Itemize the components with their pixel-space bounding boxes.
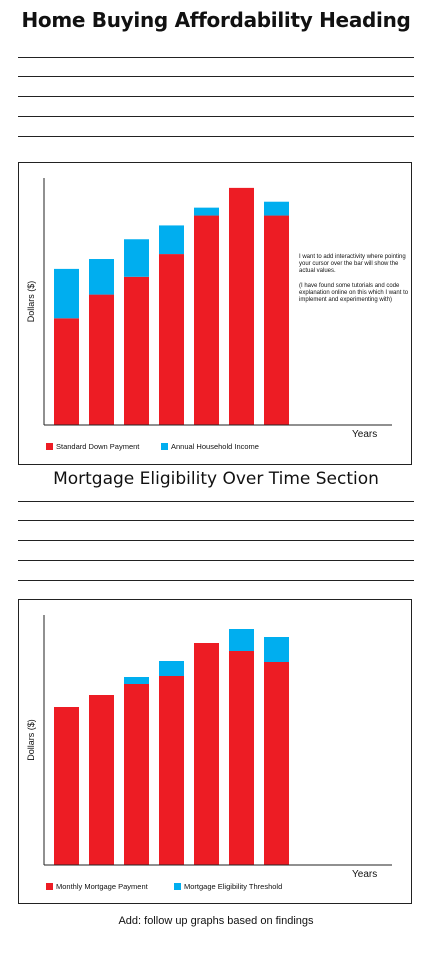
- bar-primary: Monthly Mortgage Payment: 158: [54, 707, 79, 865]
- bar-secondary: Annual Household Income: 29: [159, 225, 184, 255]
- bar-secondary: Annual Household Income: 8: [194, 207, 219, 216]
- bar-primary: Monthly Mortgage Payment: 222: [194, 643, 219, 865]
- note-paragraph: (I have found some tutorials and code ex…: [299, 282, 409, 304]
- text-line: [18, 136, 414, 137]
- bar-primary: Standard Down Payment: 173: [159, 254, 184, 425]
- bar-primary: Monthly Mortgage Payment: 181: [124, 684, 149, 865]
- note-paragraph: I want to add interactivity where pointi…: [299, 254, 406, 275]
- text-line: [18, 520, 414, 521]
- bar-secondary: Mortgage Eligibility Threshold: 22: [229, 629, 254, 651]
- bar-secondary: Mortgage Eligibility Threshold: 7: [124, 677, 149, 684]
- affordability-chart: Standard Down Payment: 108Annual Househo…: [26, 178, 392, 451]
- bar-primary: Monthly Mortgage Payment: 170: [89, 695, 114, 865]
- legend-label: Mortgage Eligibility Threshold: [184, 882, 282, 891]
- text-line: [18, 560, 414, 561]
- affordability-chart-panel: Standard Down Payment: 108Annual Househo…: [18, 162, 412, 465]
- legend-label: Monthly Mortgage Payment: [56, 882, 149, 891]
- bar-secondary: Mortgage Eligibility Threshold: 25: [264, 637, 289, 662]
- x-axis-label: Years: [352, 869, 377, 880]
- text-line: [18, 96, 414, 97]
- text-line: [18, 116, 414, 117]
- bar-primary: Standard Down Payment: 150: [124, 276, 149, 425]
- bar-secondary: Annual Household Income: 50: [54, 268, 79, 319]
- bar-primary: Monthly Mortgage Payment: 214: [229, 651, 254, 865]
- y-axis-label: Dollars ($): [26, 281, 36, 323]
- text-line: [18, 76, 414, 77]
- bar-secondary: Annual Household Income: 36: [89, 259, 114, 295]
- bar-primary: Standard Down Payment: 212: [194, 215, 219, 425]
- page-title: Home Buying Affordability Heading: [21, 8, 411, 32]
- legend-label: Standard Down Payment: [56, 442, 140, 451]
- text-line: [18, 501, 414, 502]
- text-line: [18, 580, 414, 581]
- interactivity-note: I want to add interactivity where pointi…: [299, 254, 409, 311]
- bar-primary: Standard Down Payment: 108: [54, 318, 79, 425]
- section-heading: Mortgage Eligibility Over Time Section: [53, 469, 379, 489]
- x-axis-label: Years: [352, 429, 377, 440]
- bar-secondary: Annual Household Income: 14: [264, 201, 289, 216]
- footer-note: Add: follow up graphs based on findings: [118, 915, 314, 927]
- bar-secondary: Annual Household Income: 38: [124, 239, 149, 277]
- legend-swatch: [46, 883, 53, 890]
- bar-secondary: Mortgage Eligibility Threshold: 15: [159, 661, 184, 676]
- bar-primary: Monthly Mortgage Payment: 203: [264, 662, 289, 865]
- bar-primary: Standard Down Payment: 132: [89, 294, 114, 425]
- legend-swatch: [161, 443, 168, 450]
- y-axis-label: Dollars ($): [26, 719, 36, 761]
- text-line: [18, 540, 414, 541]
- legend-swatch: [174, 883, 181, 890]
- legend-label: Annual Household Income: [171, 442, 259, 451]
- legend-swatch: [46, 443, 53, 450]
- bar-primary: Monthly Mortgage Payment: 189: [159, 676, 184, 865]
- eligibility-chart: Monthly Mortgage Payment: 158 Monthly Mor…: [26, 615, 392, 891]
- eligibility-chart-panel: Monthly Mortgage Payment: 158 Monthly Mor…: [18, 599, 412, 904]
- text-line: [18, 57, 414, 58]
- bar-primary: Standard Down Payment: 240: [229, 187, 254, 425]
- bar-primary: Standard Down Payment: 212: [264, 215, 289, 425]
